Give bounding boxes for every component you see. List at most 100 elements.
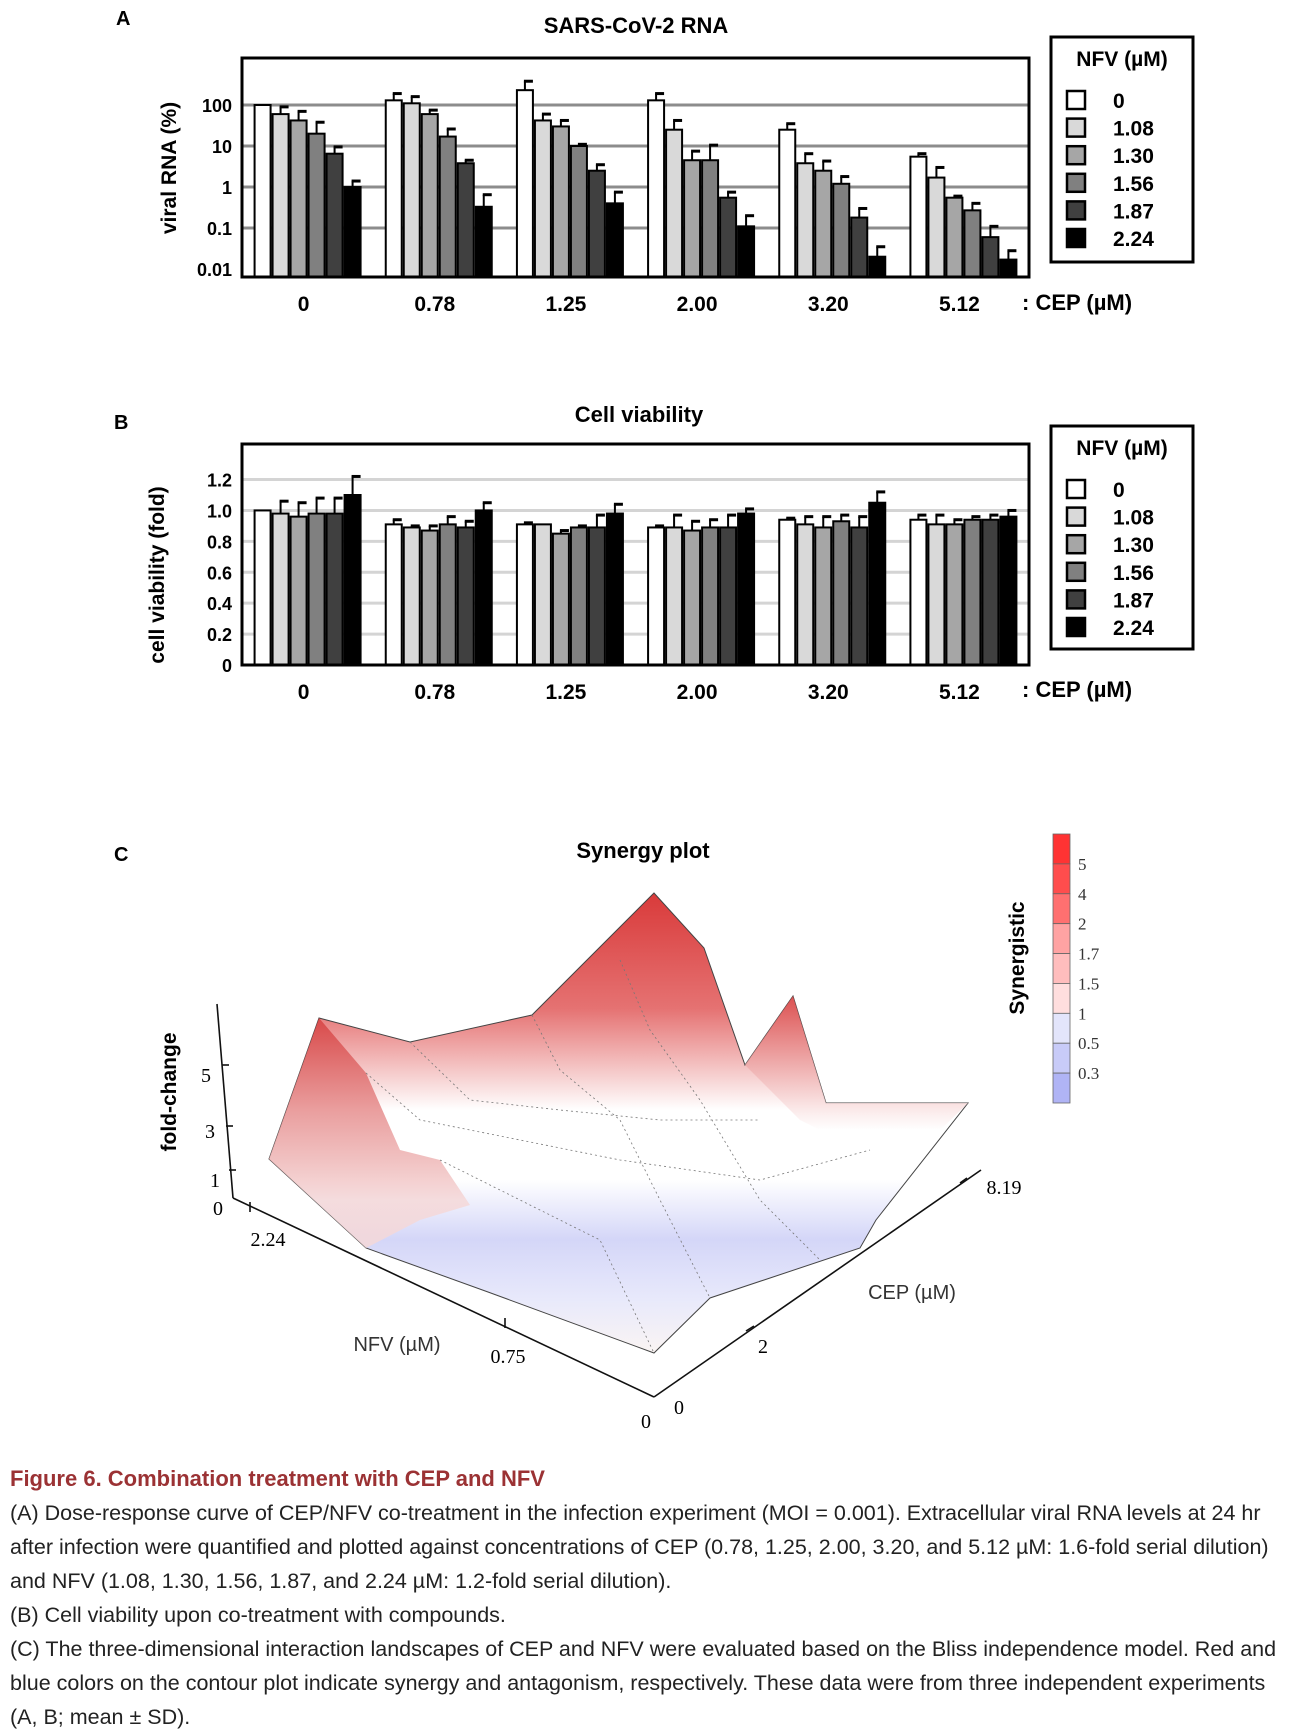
- bar: [569, 526, 588, 666]
- y-tick-label: 0.01: [197, 260, 232, 280]
- colorbar: 5 4 2 1.7 1.5 1 0.5 0.3: [1052, 833, 1100, 1104]
- colorbar-segment: [1052, 1042, 1071, 1074]
- chart-a-ylabel: viral RNA (%): [158, 102, 181, 234]
- bar: [665, 526, 684, 666]
- x-tick-label: 2.00: [677, 293, 718, 316]
- legend-swatch: [1065, 589, 1087, 610]
- bar: [832, 182, 851, 278]
- legend-swatch: [1065, 533, 1087, 555]
- caption-title: Figure 6. Combination treatment with CEP…: [10, 1466, 545, 1491]
- x-tick-label: 0.78: [414, 681, 455, 704]
- bar: [963, 518, 982, 667]
- legend-label: 1.56: [1113, 562, 1154, 585]
- legend-label: 2.24: [1113, 228, 1154, 251]
- legend-swatch: [1065, 506, 1087, 527]
- chart-a-xlabel: : CEP (µM): [1022, 290, 1132, 315]
- legend-title: NFV (µM): [1076, 48, 1167, 71]
- bar-group: [778, 122, 887, 278]
- x-tick-label: 0.78: [414, 293, 455, 316]
- x-tick-label: 1.25: [545, 681, 586, 704]
- bar: [737, 512, 756, 667]
- bar: [533, 119, 552, 278]
- bar: [737, 225, 756, 278]
- bar: [814, 526, 833, 666]
- surface-xlabel: NFV (µM): [353, 1334, 440, 1356]
- x-tick-label: 0: [298, 293, 310, 316]
- bar: [271, 113, 290, 278]
- bar-group: [515, 79, 624, 278]
- panel-label-a: A: [116, 8, 130, 30]
- bar: [647, 526, 666, 666]
- legend-swatch: [1065, 144, 1087, 166]
- bar-group: [778, 490, 887, 667]
- legend-swatch: [1065, 172, 1087, 194]
- bar: [384, 523, 403, 667]
- plot-frame: [240, 442, 1031, 667]
- legend-swatch: [1065, 200, 1087, 221]
- y-tick-label: 100: [202, 96, 232, 116]
- bar: [384, 99, 403, 278]
- chart-b-ylabel: cell viability (fold): [146, 486, 169, 663]
- y-tick-label: 0: [222, 656, 232, 676]
- bar: [832, 520, 851, 666]
- bar: [438, 135, 457, 278]
- bar: [343, 494, 362, 666]
- ztick: 5: [201, 1065, 211, 1087]
- colorbar-tick: 2: [1078, 915, 1087, 934]
- bar: [551, 532, 570, 666]
- surface-ridge-left: [269, 1018, 470, 1248]
- legend-label: 1.87: [1113, 200, 1154, 223]
- colorbar-segment: [1052, 983, 1071, 1014]
- figure: A SARS-CoV-2 RNA viral RNA (%) 1001010.1…: [114, 8, 1195, 1433]
- y-tick-label: 0.1: [207, 219, 232, 239]
- colorbar-segment: [1052, 863, 1071, 895]
- bar: [343, 186, 362, 278]
- bar: [909, 518, 928, 667]
- legend-label: 1.30: [1113, 534, 1154, 557]
- bar: [868, 255, 887, 278]
- legend-label: 1.08: [1113, 118, 1154, 141]
- legend-label: 1.08: [1113, 507, 1154, 530]
- legend-swatch: [1065, 616, 1087, 638]
- bar: [569, 145, 588, 278]
- y-tick-label: 10: [212, 137, 232, 157]
- bar-group: [515, 502, 624, 667]
- y-tick-label: 1: [222, 178, 232, 198]
- colorbar-tick: 1.5: [1078, 974, 1099, 993]
- y-tick-label: 0.4: [207, 594, 232, 614]
- bar: [325, 512, 344, 667]
- colorbar-tick: 4: [1078, 885, 1087, 904]
- bar: [927, 176, 946, 278]
- bar: [981, 518, 1000, 667]
- ztick: 3: [205, 1121, 215, 1143]
- caption-c: (C) The three-dimensional interaction la…: [10, 1637, 1277, 1729]
- x-tick-label: 3.20: [808, 681, 849, 704]
- bar: [325, 152, 344, 278]
- bar: [587, 526, 606, 666]
- legend-swatch: [1065, 227, 1087, 249]
- bar: [307, 132, 326, 278]
- bar: [420, 529, 439, 667]
- bar: [945, 196, 964, 279]
- xtick: 0.75: [491, 1346, 526, 1368]
- colorbar-tick: 0.3: [1078, 1064, 1099, 1083]
- bar: [587, 169, 606, 278]
- surface-axes: [216, 1003, 982, 1398]
- chart-c-title: Synergy plot: [576, 838, 710, 863]
- chart-b: 1.2 1.0 0.8 0.6 0.4 0.2 0 0 0.78 1.25 2.00 3.20 5.12…: [207, 424, 1195, 704]
- synergy-surface: [268, 892, 970, 1354]
- chart-a: 100 10 1 0.1 0.01 0 0.78 1.25 2.00 3.20 5.12 NFV (µ…: [197, 35, 1195, 316]
- bar: [402, 102, 421, 278]
- bar: [289, 119, 308, 278]
- bar: [515, 89, 534, 278]
- ztick: 0: [213, 1198, 223, 1220]
- bar: [814, 169, 833, 278]
- bar: [289, 515, 308, 666]
- caption-b: (B) Cell viability upon co-treatment wit…: [10, 1603, 506, 1627]
- legend-swatch: [1065, 561, 1087, 583]
- x-tick-label: 1.25: [545, 293, 586, 316]
- bar-group: [253, 474, 362, 667]
- bar: [796, 523, 815, 667]
- bar: [701, 526, 720, 666]
- bar-group: [647, 92, 756, 279]
